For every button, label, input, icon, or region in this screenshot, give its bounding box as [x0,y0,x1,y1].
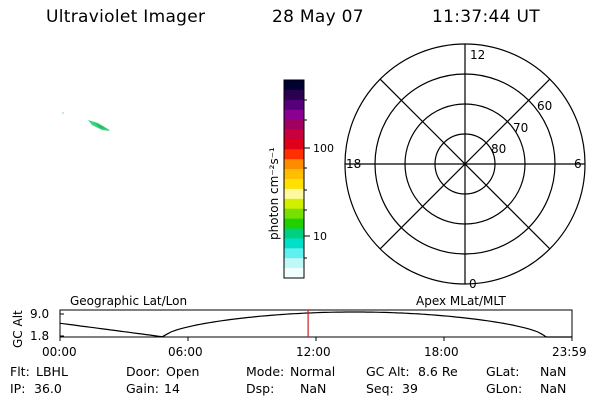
colorbar-cell [284,268,304,279]
glat-value: NaN [540,364,567,379]
glon-key: GLon: [486,381,523,396]
colorbar-cell [284,198,304,210]
dsp-value: NaN [300,381,327,396]
gc-alt-value: 8.6 Re [418,364,458,379]
colorbar-cell [284,238,304,249]
mlt-label-12: 12 [470,48,485,62]
observation-time: 11:37:44 UT [432,7,540,27]
polar-diagonal-b [379,78,551,250]
observation-date: 28 May 07 [272,7,364,27]
colorbar-cell [284,218,304,230]
gain-value: 14 [164,381,180,396]
lat-label-70: 70 [513,121,528,135]
instrument-title: Ultraviolet Imager [46,7,206,27]
ip-key: IP: [10,381,26,396]
x-tick-0600: 06:00 [168,345,203,359]
x-tick-0000: 00:00 [42,345,77,359]
glon-value: NaN [540,381,567,396]
colorbar-cell [284,119,304,131]
colorbar-cell [284,149,304,160]
lat-label-60: 60 [537,99,552,113]
colorbar-cell [284,258,304,269]
door-value: Open [166,364,200,379]
colorbar-cell [284,89,304,101]
x-tick-1800: 18:00 [424,345,459,359]
colorbar-tick-10: 10 [313,230,327,243]
colorbar-ticks [304,99,310,259]
colorbar-cell [284,159,304,170]
colorbar-cell [284,248,304,259]
colorbar-cell [284,99,304,111]
mode-value: Normal [290,364,336,379]
colorbar-cell [284,139,304,150]
auroral-emission-speck [62,112,110,131]
mlt-label-18: 18 [346,157,361,171]
colorbar-cell [284,228,304,239]
filter-key: Flt: [10,364,30,379]
ip-value: 36.0 [34,381,62,396]
mlt-label-0: 0 [469,277,477,291]
lat-label-80: 80 [491,142,506,156]
colorbar-cell [284,109,304,121]
gc-alt-key: GC Alt: [366,364,410,379]
colorbar-cell [284,179,304,190]
x-tick-2359: 23:59 [552,345,587,359]
seq-key: Seq: [366,381,394,396]
apex-label: Apex MLat/MLT [416,294,506,308]
y-tick-1-8: 1.8 [30,329,49,343]
filter-value: LBHL [36,364,68,379]
geographic-image-panel [50,90,210,210]
mode-key: Mode: [246,364,285,379]
colorbar-tick-100: 100 [313,142,334,155]
altitude-curve [59,311,572,338]
colorbar-cell [284,80,304,91]
y-axis-label: GC Alt [11,310,25,348]
gain-key: Gain: [126,381,159,396]
y-tick-9: 9.0 [30,307,49,321]
x-tick-1200: 12:00 [296,345,331,359]
seq-value: 39 [402,381,418,396]
colorbar-unit-label: photon cm⁻²s⁻¹ [267,147,281,240]
door-key: Door: [126,364,161,379]
geographic-label: Geographic Lat/Lon [70,294,187,308]
dsp-key: Dsp: [246,381,275,396]
glat-key: GLat: [486,364,520,379]
colorbar-cell [284,129,304,140]
colorbar-cell [284,208,304,220]
colorbar-cell [284,169,304,180]
colorbar-cell [284,188,304,200]
mlt-label-6: 6 [574,157,582,171]
